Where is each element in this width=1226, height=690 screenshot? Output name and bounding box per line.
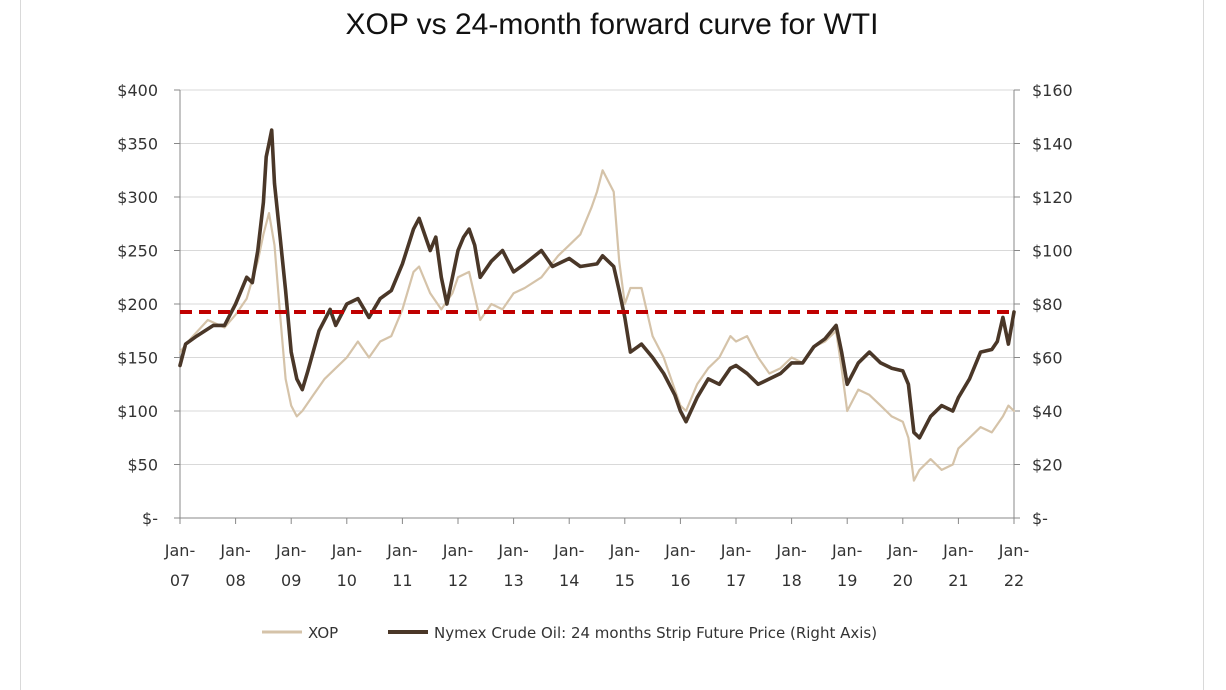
y-right-tick-label: $-: [1032, 509, 1048, 528]
x-tick-label: Jan-07: [164, 541, 195, 590]
y-left-tick-label: $350: [117, 135, 158, 154]
y-right-tick-label: $100: [1032, 242, 1073, 261]
x-tick-label: Jan-20: [887, 541, 918, 590]
x-tick-label: Jan-11: [386, 541, 417, 590]
y-right-tick-label: $60: [1032, 349, 1063, 368]
x-tick-label: Jan-12: [442, 541, 473, 590]
x-tick-label: Jan-14: [553, 541, 584, 590]
x-tick-label: Jan-22: [998, 541, 1029, 590]
x-tick-label: Jan-16: [664, 541, 695, 590]
chart-title: XOP vs 24-month forward curve for WTI: [345, 8, 879, 41]
y-right-tick-label: $120: [1032, 188, 1073, 207]
series-line-nymex-crude: [178, 128, 1016, 440]
x-tick-label: Jan-09: [275, 541, 306, 590]
x-tick-label: Jan-08: [219, 541, 250, 590]
x-tick-label: Jan-19: [831, 541, 862, 590]
y-right-tick-label: $40: [1032, 402, 1063, 421]
chart-legend: XOP Nymex Crude Oil: 24 months Strip Futu…: [262, 624, 877, 642]
chart-axes: $- $50 $100 $150 $200 $250 $300 $350 $400 $- $20 $4…: [117, 81, 1072, 590]
x-tick-label: Jan-13: [497, 541, 528, 590]
y-left-tick-label: $150: [117, 349, 158, 368]
x-tick-label: Jan-21: [942, 541, 973, 590]
y-left-tick-label: $50: [127, 456, 158, 475]
x-tick-label: Jan-10: [331, 541, 362, 590]
x-tick-label: Jan-18: [775, 541, 806, 590]
x-tick-label: Jan-17: [720, 541, 751, 590]
y-right-tick-label: $140: [1032, 135, 1073, 154]
chart-panel: XOP vs 24-month forward curve for WTI: [20, 0, 1204, 690]
y-left-tick-label: $300: [117, 188, 158, 207]
y-right-tick-label: $20: [1032, 456, 1063, 475]
series-line-xop: [178, 169, 1016, 482]
x-tick-label: Jan-15: [609, 541, 640, 590]
y-left-tick-label: $-: [142, 509, 158, 528]
y-right-tick-label: $80: [1032, 295, 1063, 314]
y-left-tick-label: $250: [117, 242, 158, 261]
legend-label: Nymex Crude Oil: 24 months Strip Future …: [434, 624, 877, 642]
y-left-tick-label: $100: [117, 402, 158, 421]
chart-series-layer: [178, 128, 1016, 482]
y-left-tick-label: $400: [117, 81, 158, 100]
y-right-tick-label: $160: [1032, 81, 1073, 100]
y-left-tick-label: $200: [117, 295, 158, 314]
legend-label: XOP: [308, 624, 338, 642]
